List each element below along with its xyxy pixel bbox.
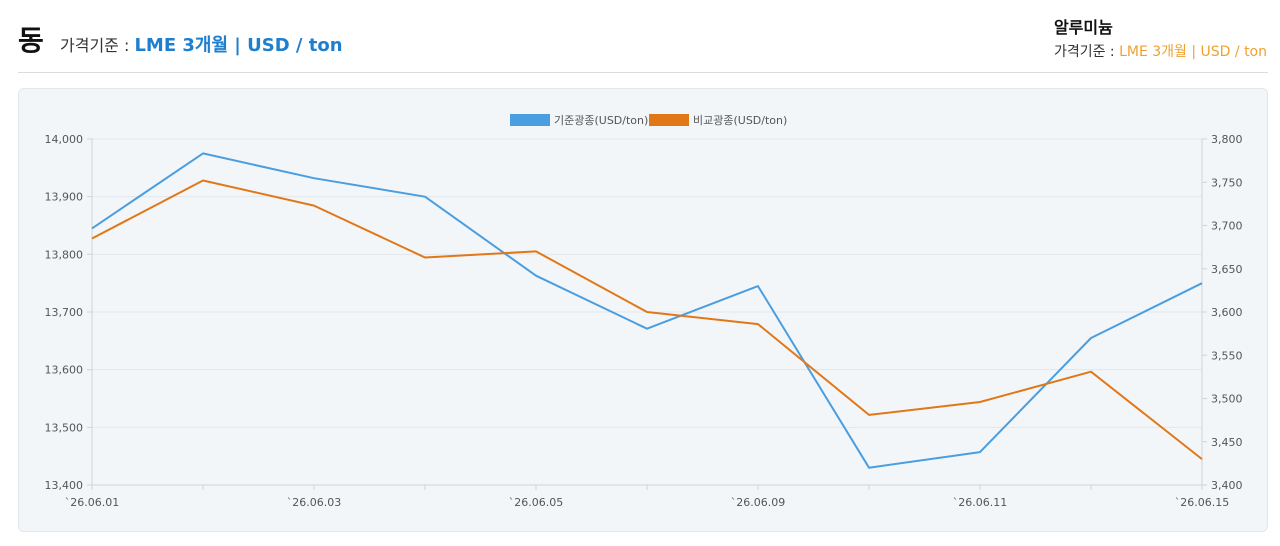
y-left-tick-label: 13,900: [45, 191, 84, 204]
y-right-tick-label: 3,650: [1211, 263, 1243, 276]
y-right-tick-label: 3,450: [1211, 436, 1243, 449]
y-left-tick-label: 13,400: [45, 479, 84, 492]
legend-swatch-base: [510, 114, 550, 126]
chart-panel: 13,400 13,500 13,600 13,700 13,800 13,900 14,0…: [18, 88, 1268, 532]
secondary-basis-value: LME 3개월 | USD / ton: [1119, 44, 1267, 60]
primary-metal-title: 동: [18, 24, 44, 57]
y-right-tick-label: 3,750: [1211, 176, 1243, 189]
y-right-tick-label: 3,800: [1211, 133, 1243, 146]
secondary-metal-info: 알루미늄 가격기준 : LME 3개월 | USD / ton: [1054, 17, 1267, 63]
y-right-tick-label: 3,500: [1211, 393, 1243, 406]
y-right-tick-label: 3,550: [1211, 349, 1243, 362]
x-tick-label: `26.06.15: [1175, 496, 1229, 509]
x-tick-label: `26.06.01: [65, 496, 119, 509]
y-left-tick-label: 13,800: [45, 248, 84, 261]
y-right-tick-label: 3,400: [1211, 479, 1243, 492]
secondary-price-basis: 가격기준 : LME 3개월 | USD / ton: [1054, 41, 1267, 63]
y-left-tick-label: 14,000: [45, 133, 84, 146]
x-tick-label: `26.06.09: [731, 496, 785, 509]
y-left-tick-label: 13,700: [45, 306, 84, 319]
primary-basis-label: 가격기준 :: [60, 36, 135, 55]
y-left-tick-label: 13,600: [45, 364, 84, 377]
y-right-tick-label: 3,600: [1211, 306, 1243, 319]
series-line-base: [91, 152, 1203, 469]
legend-label-base: 기준광종(USD/ton): [554, 114, 648, 127]
x-tick-label: `26.06.05: [509, 496, 563, 509]
primary-basis-value: LME 3개월 | USD / ton: [134, 35, 343, 56]
x-tick-label: `26.06.11: [953, 496, 1007, 509]
primary-price-basis: 가격기준 : LME 3개월 | USD / ton: [60, 36, 343, 56]
legend-swatch-compare: [649, 114, 689, 126]
header-divider: [18, 72, 1268, 73]
series-line-compare: [91, 179, 1203, 460]
secondary-metal-title: 알루미늄: [1053, 18, 1113, 37]
secondary-basis-label: 가격기준 :: [1053, 44, 1120, 60]
price-line-chart: 13,400 13,500 13,600 13,700 13,800 13,900 14,0…: [45, 114, 1243, 509]
page-header: 동 가격기준 : LME 3개월 | USD / ton 알루미늄 가격기준 :…: [0, 0, 1280, 73]
x-tick-label: `26.06.03: [287, 496, 341, 509]
y-right-tick-label: 3,700: [1211, 220, 1243, 233]
legend-label-compare: 비교광종(USD/ton): [693, 114, 787, 127]
y-left-tick-label: 13,500: [45, 421, 84, 434]
